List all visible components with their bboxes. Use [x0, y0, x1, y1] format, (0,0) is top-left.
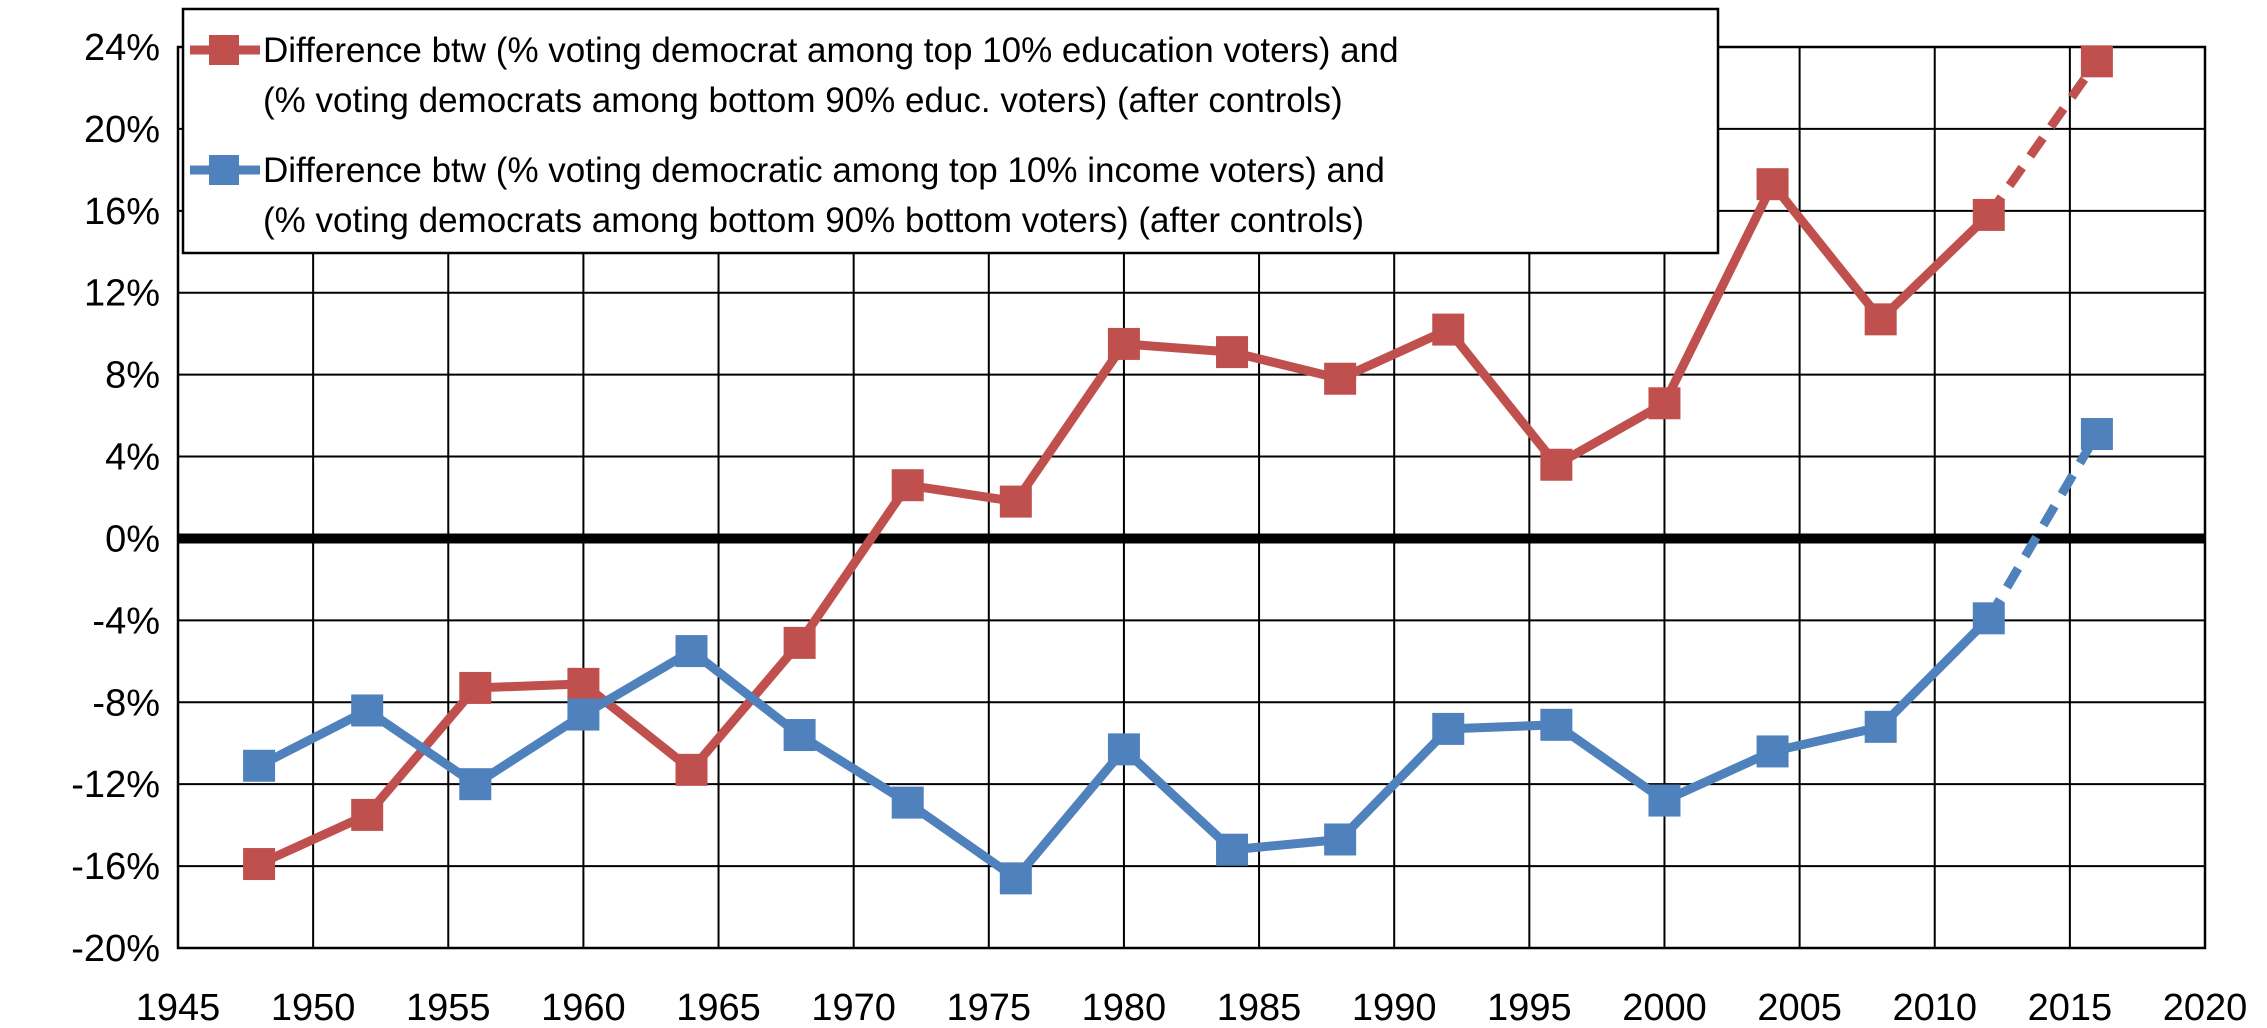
data-point	[1648, 784, 1681, 817]
y-tick-label: -20%	[71, 928, 160, 970]
data-point	[891, 786, 924, 819]
y-tick-label: 20%	[84, 109, 160, 151]
x-tick-label: 1975	[947, 987, 1032, 1028]
x-tick-label: 2000	[1622, 987, 1707, 1028]
x-tick-label: 1960	[541, 987, 626, 1028]
legend-swatch-marker	[209, 155, 239, 185]
y-tick-label: -4%	[92, 600, 160, 642]
data-point	[1540, 448, 1573, 481]
data-point	[1324, 362, 1357, 395]
data-point	[1648, 387, 1681, 420]
series-line-dashed	[1984, 431, 2101, 621]
data-point	[675, 753, 708, 786]
axes: -20% -16% -12% -8% -4% 0% 4% 8% 12% 16% 20% 24% 1945…	[71, 27, 2247, 1028]
x-tick-label: 1995	[1487, 987, 1572, 1028]
x-tick-label: 1990	[1352, 987, 1437, 1028]
data-point	[1107, 733, 1140, 766]
data-point	[459, 768, 492, 801]
y-tick-label: 4%	[105, 437, 160, 479]
data-point	[1756, 735, 1789, 768]
data-point	[1864, 303, 1897, 336]
data-point	[243, 848, 276, 881]
y-tick-label: 16%	[84, 191, 160, 233]
data-point	[783, 719, 816, 752]
y-tick-label: -16%	[71, 846, 160, 888]
data-point	[567, 698, 600, 731]
x-tick-label: 1980	[1082, 987, 1167, 1028]
data-point	[351, 694, 384, 727]
data-point	[1216, 336, 1249, 369]
data-point	[2080, 418, 2113, 451]
data-point	[1756, 168, 1789, 201]
x-tick-label: 2005	[1757, 987, 1842, 1028]
data-point	[1324, 823, 1357, 856]
x-tick-label: 1970	[811, 987, 896, 1028]
y-tick-label: 8%	[105, 355, 160, 397]
data-point	[243, 749, 276, 782]
x-tick-label: 2020	[2163, 987, 2248, 1028]
data-point	[1540, 708, 1573, 741]
data-point	[567, 667, 600, 700]
data-point	[999, 485, 1032, 518]
legend-label: Difference btw (% voting democrat among …	[263, 31, 1399, 70]
legend-label: (% voting democrats among bottom 90% edu…	[263, 81, 1343, 120]
x-tick-label: 1945	[136, 987, 221, 1028]
data-point	[891, 469, 924, 502]
y-tick-label: -12%	[71, 764, 160, 806]
y-tick-label: 24%	[84, 27, 160, 69]
y-tick-label: 0%	[105, 518, 160, 560]
data-point	[783, 626, 816, 659]
data-point	[1107, 327, 1140, 360]
legend-label: (% voting democrats among bottom 90% bot…	[263, 201, 1364, 240]
series-1	[243, 45, 2113, 881]
x-tick-label: 1965	[676, 987, 761, 1028]
y-tick-label: 12%	[84, 273, 160, 315]
x-tick-label: 1950	[271, 987, 356, 1028]
legend: Difference btw (% voting democrat among …	[181, 7, 1720, 255]
y-tick-label: -8%	[92, 682, 160, 724]
x-tick-label: 1955	[406, 987, 491, 1028]
data-point	[2080, 45, 2113, 78]
x-tick-label: 2010	[1892, 987, 1977, 1028]
x-tick-label: 2015	[2028, 987, 2113, 1028]
data-point	[675, 635, 708, 668]
data-point	[351, 798, 384, 831]
data-point	[1216, 833, 1249, 866]
data-point	[1972, 198, 2005, 231]
data-point	[1432, 712, 1465, 745]
legend-swatch-marker	[209, 35, 239, 65]
legend-label: Difference btw (% voting democratic amon…	[263, 151, 1385, 190]
series-line-dashed	[1985, 58, 2101, 218]
legend-box	[181, 7, 1720, 255]
series-group	[243, 45, 2113, 895]
data-point	[1864, 710, 1897, 743]
data-point	[1432, 313, 1465, 346]
x-tick-label: 1985	[1217, 987, 1302, 1028]
data-point	[459, 671, 492, 704]
data-point	[999, 862, 1032, 895]
series-2	[243, 418, 2113, 895]
data-point	[1972, 602, 2005, 635]
